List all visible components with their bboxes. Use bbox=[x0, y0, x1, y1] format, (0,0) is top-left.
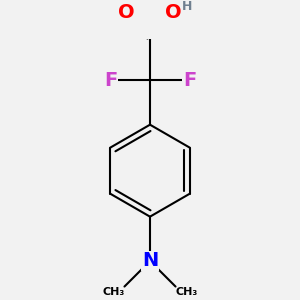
Text: CH₃: CH₃ bbox=[102, 286, 124, 296]
Text: CH₃: CH₃ bbox=[176, 286, 198, 296]
Text: N: N bbox=[142, 251, 158, 271]
Text: O: O bbox=[165, 3, 181, 22]
Text: O: O bbox=[118, 3, 135, 22]
Text: H: H bbox=[182, 0, 193, 13]
Text: F: F bbox=[104, 71, 117, 90]
Text: F: F bbox=[183, 71, 196, 90]
